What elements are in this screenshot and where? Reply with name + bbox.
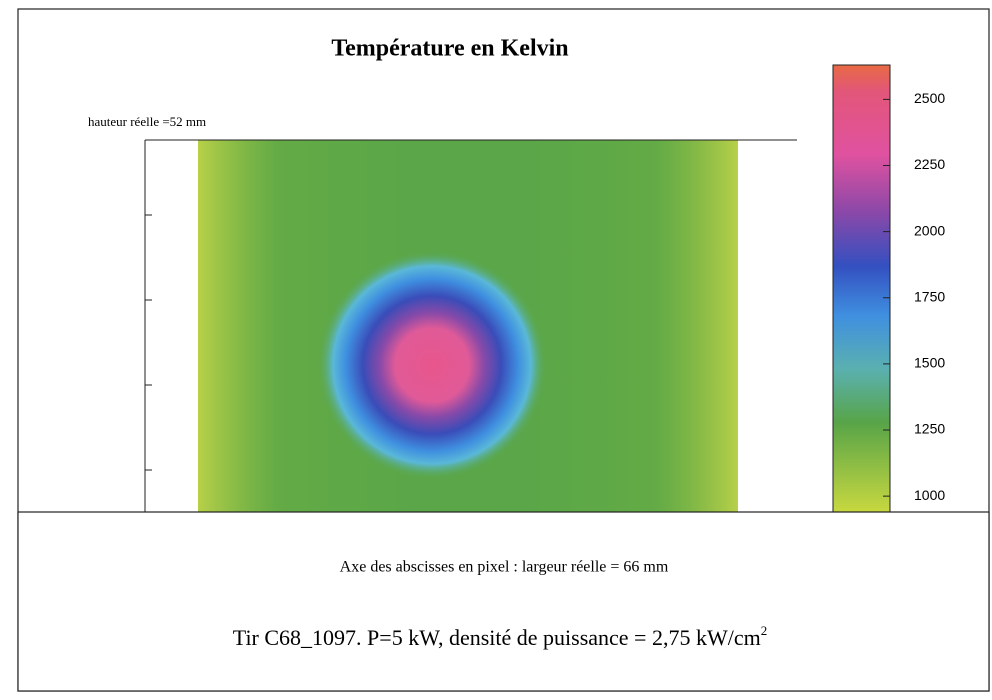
y-axis-label: hauteur réelle =52 mm <box>88 114 206 129</box>
colorbar-tick-label: 1250 <box>914 421 945 437</box>
colorbar-tick-label: 2250 <box>914 156 945 172</box>
colorbar-tick-label: 2500 <box>914 90 945 106</box>
colorbar-tick-label: 1000 <box>914 487 945 503</box>
y-ticks <box>145 214 152 471</box>
hot-spot <box>317 250 547 480</box>
chart-title: Température en Kelvin <box>331 36 568 62</box>
caption: Tir C68_1097. P=5 kW, densité de puissan… <box>233 623 767 650</box>
colorbar-tick-label: 2000 <box>914 222 945 238</box>
caption-box <box>17 511 990 692</box>
colorbar-tick-label: 1750 <box>914 288 945 304</box>
caption-text: Tir C68_1097. P=5 kW, densité de puissan… <box>233 625 761 650</box>
x-axis-label: Axe des abscisses en pixel : largeur rée… <box>340 559 669 576</box>
colorbar-ticks: 1000 1250 1500 1750 2000 2250 2500 <box>883 90 945 503</box>
colorbar <box>832 64 891 513</box>
colorbar-tick-label: 1500 <box>914 355 945 371</box>
caption-exponent: 2 <box>761 623 768 638</box>
